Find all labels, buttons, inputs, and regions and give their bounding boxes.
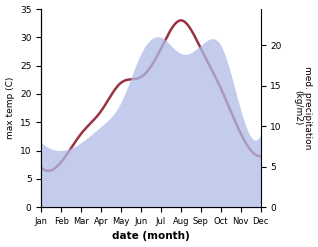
- Y-axis label: med. precipitation
(kg/m2): med. precipitation (kg/m2): [293, 66, 313, 150]
- X-axis label: date (month): date (month): [112, 231, 190, 242]
- Y-axis label: max temp (C): max temp (C): [5, 77, 15, 139]
